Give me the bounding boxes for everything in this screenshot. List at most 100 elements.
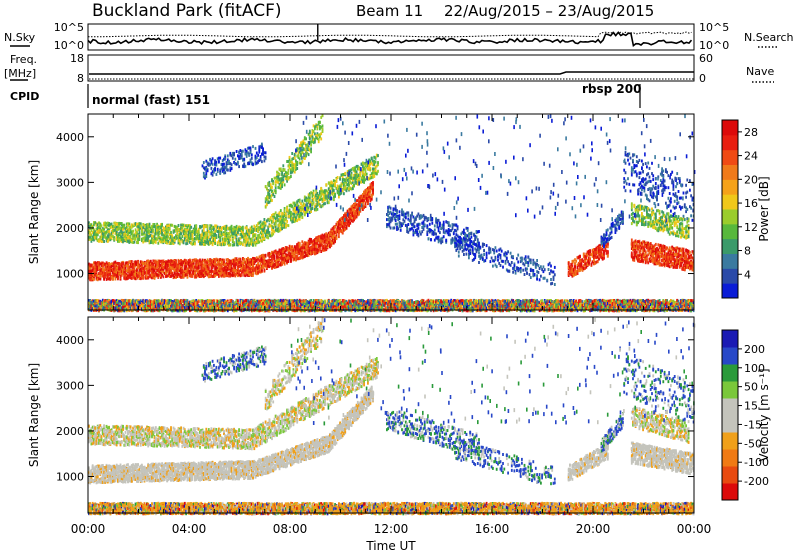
echo-cell	[313, 192, 315, 195]
echo-cell	[265, 254, 267, 257]
date-range: 22/Aug/2015 – 23/Aug/2015	[444, 2, 654, 20]
noise-panel-frame	[88, 24, 694, 50]
echo-cell	[170, 231, 172, 234]
echo-cell	[285, 212, 287, 215]
echo-cell	[161, 223, 163, 226]
echo-cell	[216, 236, 218, 239]
echo-cell	[262, 234, 264, 237]
echo-cell	[137, 261, 139, 264]
echo-cell	[229, 238, 231, 241]
echo-cell	[291, 245, 293, 248]
echo-cell	[132, 230, 134, 233]
echo-cell	[152, 229, 154, 232]
echo-cell	[198, 230, 200, 233]
echo-cell	[333, 198, 335, 201]
echo-cell	[317, 208, 319, 211]
echo-cell	[308, 206, 310, 209]
freq-left-tick-top: 18	[70, 52, 84, 65]
echo-cell	[178, 224, 180, 227]
echo-cell	[349, 222, 351, 225]
echo-cell	[348, 184, 350, 187]
echo-cell	[171, 224, 173, 227]
echo-cell	[328, 201, 330, 204]
freq-right-tick-bottom: 0	[699, 72, 706, 85]
nsearch-label: N.Search	[744, 31, 794, 44]
echo-cell	[99, 275, 101, 278]
echo-cell	[113, 238, 115, 241]
echo-cell	[231, 225, 233, 228]
echo-cell	[103, 240, 105, 243]
echo-cell	[371, 198, 373, 201]
echo-cell	[251, 226, 253, 229]
echo-cell	[242, 228, 244, 231]
echo-cell	[344, 172, 346, 175]
echo-cell	[128, 223, 130, 226]
echo-cell	[214, 242, 216, 245]
echo-cell	[194, 272, 196, 275]
echo-cell	[313, 198, 315, 201]
echo-cell	[336, 236, 338, 239]
freq-label: Freq.	[10, 53, 37, 66]
echo-cell	[288, 224, 290, 227]
echo-cell	[108, 230, 110, 233]
echo-cell	[203, 229, 205, 232]
echo-cell	[301, 200, 303, 203]
echo-cell	[139, 231, 141, 234]
echo-cell	[233, 243, 235, 246]
echo-cell	[169, 227, 171, 230]
freq-left-tick-bottom: 8	[77, 72, 84, 85]
echo-cell	[183, 241, 185, 244]
echo-cell	[319, 247, 321, 250]
echo-cell	[232, 239, 234, 242]
echo-cell	[240, 258, 242, 261]
echo-cell	[264, 269, 266, 272]
echo-cell	[195, 225, 197, 228]
echo-cell	[301, 216, 303, 219]
echo-cell	[139, 238, 141, 241]
echo-cell	[131, 260, 133, 263]
echo-cell	[252, 274, 254, 277]
echo-cell	[333, 189, 335, 192]
echo-cell	[337, 176, 339, 179]
freq-right-tick-top: 60	[699, 52, 713, 65]
nsky-label: N.Sky	[4, 31, 36, 44]
echo-cell	[290, 259, 292, 262]
echo-cell	[336, 180, 338, 183]
echo-cell	[346, 227, 348, 230]
echo-cell	[137, 241, 139, 244]
echo-cell	[123, 224, 125, 227]
echo-cell	[299, 218, 301, 221]
echo-cell	[288, 260, 290, 263]
echo-cell	[116, 231, 118, 234]
echo-cell	[351, 174, 353, 177]
echo-cell	[309, 194, 311, 197]
echo-cell	[117, 277, 119, 280]
echo-cell	[372, 189, 374, 192]
echo-cell	[325, 183, 327, 186]
echo-cell	[315, 245, 317, 248]
echo-cell	[343, 192, 345, 195]
echo-cell	[313, 202, 315, 205]
echo-cell	[142, 277, 144, 280]
echo-cell	[334, 225, 336, 228]
freq-panel-frame	[88, 55, 694, 81]
beam-label: Beam 11	[356, 2, 423, 20]
echo-cell	[139, 235, 141, 238]
echo-cell	[198, 266, 200, 269]
echo-cell	[275, 211, 277, 214]
noise-right-tick-bottom: 10^0	[699, 39, 729, 52]
echo-cell	[243, 258, 245, 261]
echo-cell	[324, 202, 326, 205]
noise-left-tick-top: 10^5	[54, 21, 84, 34]
echo-cell	[179, 242, 181, 245]
echo-cell	[372, 191, 374, 194]
echo-cell	[372, 184, 374, 187]
echo-cell	[338, 235, 340, 238]
cpid-segment-2: rbsp 200	[582, 82, 641, 96]
echo-cell	[194, 242, 196, 245]
echo-cell	[190, 226, 192, 229]
echo-cell	[264, 218, 266, 221]
echo-cell	[255, 234, 257, 237]
